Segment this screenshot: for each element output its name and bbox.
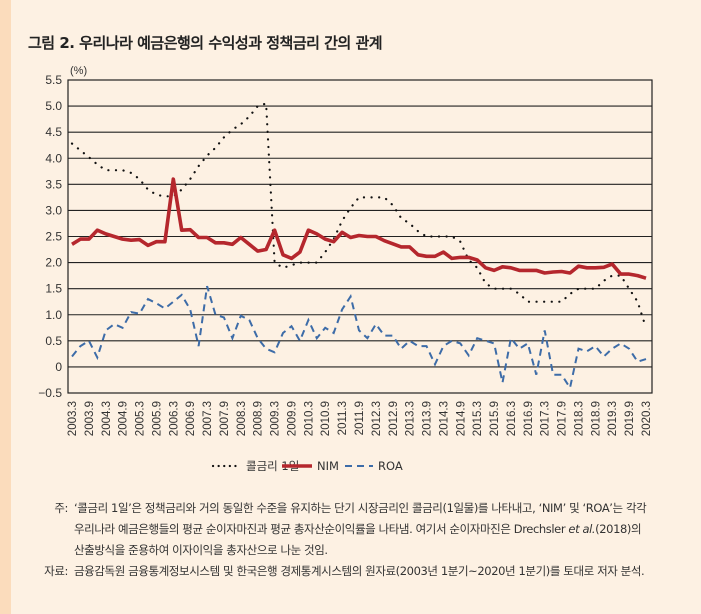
line-chart: 5.5 5.0 4.5 4.0 3.5 3.0 2.5 2.0 1.5 1.0 0.5 0 −0.5 (%…	[38, 65, 653, 473]
y-tick-label: 4.5	[45, 125, 62, 139]
x-tick-label: 2008.9	[253, 401, 265, 436]
x-tick-label: 2010.3	[303, 401, 315, 436]
y-tick-label: 1.5	[45, 282, 62, 296]
source: 자료: 금융감독원 금융통계정보시스템 및 한국은행 경제통계시스템의 원자료(…	[34, 561, 684, 582]
legend-label: ROA	[378, 459, 403, 473]
x-tick-label: 2016.3	[506, 401, 518, 436]
notes: 주: ‘콜금리 1일’은 정책금리와 거의 동일한 수준을 유지하는 단기 시장…	[34, 498, 684, 582]
note: 주: ‘콜금리 1일’은 정책금리와 거의 동일한 수준을 유지하는 단기 시장…	[34, 498, 684, 519]
x-tick-label: 2020.3	[641, 401, 653, 436]
figure-title: 그림 2. 우리나라 예금은행의 수익성과 정책금리 간의 관계	[28, 34, 383, 52]
y-tick-label: 4.0	[45, 151, 62, 165]
y-tick-label: 2.0	[45, 256, 62, 270]
note-line-2-italic: et al.	[568, 522, 596, 536]
y-axis-unit: (%)	[70, 65, 87, 77]
x-tick-label: 2018.9	[590, 401, 602, 436]
x-tick-label: 2012.9	[388, 401, 400, 436]
x-tick-label: 2018.3	[573, 401, 585, 436]
note-line-1: ‘콜금리 1일’은 정책금리와 거의 동일한 수준을 유지하는 단기 시장금리인…	[74, 501, 647, 515]
x-tick-label: 2015.9	[489, 401, 501, 436]
side-strip	[0, 0, 11, 614]
x-tick-label: 2009.3	[270, 401, 282, 436]
x-tick-label: 2005.3	[135, 401, 147, 436]
series-line-roa	[71, 285, 647, 391]
plot-frame	[67, 79, 653, 394]
x-tick-label: 2004.3	[101, 401, 113, 436]
note-label: 주:	[54, 501, 68, 515]
y-tick-label: 3.0	[45, 203, 62, 217]
note-line-2-text: 우리나라 예금은행들의 평균 순이자마진과 평균 총자산순이익률을 나타냄. 여…	[74, 522, 569, 536]
x-tick-label: 2013.9	[422, 401, 434, 436]
legend-label: NIM	[317, 459, 339, 473]
series-line-nim	[71, 177, 647, 280]
y-tick-label: 2.5	[45, 230, 62, 244]
x-tick-label: 2009.9	[286, 401, 298, 436]
series-line-콜금리-1일	[70, 102, 648, 329]
x-tick-label: 2016.9	[523, 401, 535, 436]
x-tick-label: 2017.9	[557, 401, 569, 436]
y-tick-label: 1.0	[45, 308, 62, 322]
x-tick-label: 2019.3	[607, 401, 619, 436]
x-tick-label: 2004.9	[118, 401, 130, 436]
x-tick-label: 2014.3	[438, 401, 450, 436]
x-tick-label: 2003.9	[84, 401, 96, 436]
x-tick-label: 2014.9	[455, 401, 467, 436]
x-tick-label: 2007.3	[202, 401, 214, 436]
x-tick-label: 2011.9	[354, 401, 366, 435]
x-tick-label: 2003.3	[67, 401, 79, 436]
note-line-2-tail: (2018)의	[595, 522, 642, 536]
x-tick-label: 2013.3	[405, 401, 417, 436]
note-line-3: 산출방식을 준용하여 이자이익을 총자산으로 나눈 것임.	[74, 543, 328, 557]
note-line-2: 우리나라 예금은행들의 평균 순이자마진과 평균 총자산순이익률을 나타냄. 여…	[34, 519, 684, 540]
x-tick-label: 2015.3	[472, 401, 484, 436]
y-tick-label: 0	[55, 360, 62, 374]
x-tick-label: 2006.9	[185, 401, 197, 436]
y-tick-label: 3.5	[45, 177, 62, 191]
y-tick-label: 0.5	[45, 334, 62, 348]
source-label: 자료:	[44, 564, 68, 578]
x-tick-label: 2005.9	[151, 401, 163, 436]
y-tick-label: 5.0	[45, 99, 62, 113]
legend-label: 콜금리 1일	[246, 459, 299, 473]
y-tick-label: −0.5	[38, 386, 62, 400]
x-tick-label: 2012.3	[371, 401, 383, 436]
x-tick-label: 2010.9	[320, 401, 332, 436]
x-tick-label: 2019.9	[624, 401, 636, 436]
x-tick-label: 2017.3	[540, 401, 552, 436]
y-tick-label: 5.5	[45, 73, 62, 87]
x-tick-label: 2008.3	[236, 401, 248, 436]
x-tick-label: 2007.9	[219, 401, 231, 436]
x-tick-label: 2006.3	[168, 401, 180, 436]
x-tick-label: 2011.3	[337, 401, 349, 435]
source-text: 금융감독원 금융통계정보시스템 및 한국은행 경제통계시스템의 원자료(2003…	[74, 564, 645, 578]
